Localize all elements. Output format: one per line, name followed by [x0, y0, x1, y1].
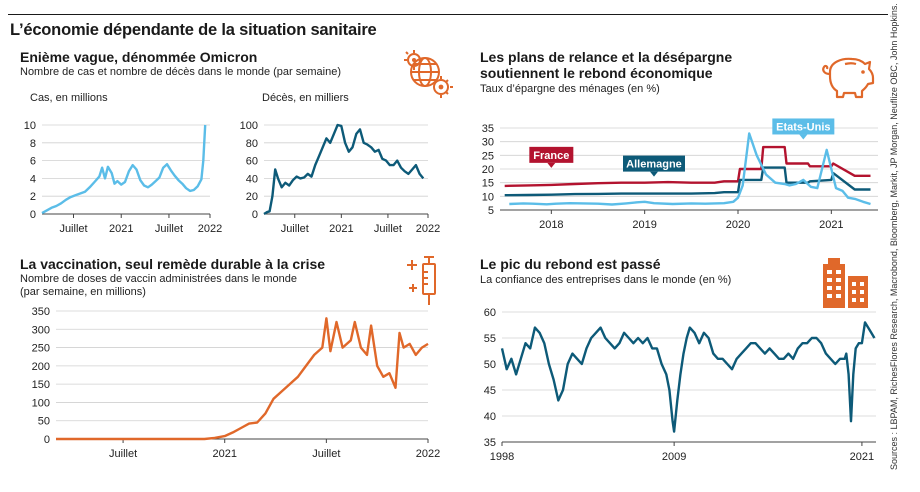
deaths-xtick-label: Juillet [374, 223, 402, 235]
deaths-ytick-label: 40 [246, 173, 258, 185]
savings-legend-entry: Allemagne [626, 159, 682, 171]
deaths-xtick-label: 2021 [329, 223, 353, 235]
cases-ytick-label: 4 [30, 173, 36, 185]
vaccine-syringe-icon [407, 256, 436, 305]
cases-xtick-label: 2021 [109, 223, 133, 235]
vaccination-ytick-label: 300 [32, 324, 50, 336]
cases-xtick-label: Juillet [59, 223, 87, 235]
cases-series-line [41, 124, 207, 215]
cases-ytick-label: 6 [30, 156, 36, 168]
cases-ytick-label: 10 [24, 120, 36, 132]
cases-ytick-label: 2 [30, 191, 36, 203]
vaccination-ytick-label: 200 [32, 361, 50, 373]
cases-ytick-label: 0 [30, 209, 36, 221]
deaths-xtick-label: 2022 [416, 223, 440, 235]
savings-ytick-label: 15 [482, 178, 494, 190]
vaccination-xtick-label: Juillet [312, 448, 340, 460]
savings-label-pointer [799, 134, 808, 140]
vaccination-ytick-label: 50 [38, 416, 50, 428]
omicron-subtitle: Nombre de cas et nombre de décès dans le… [20, 66, 342, 78]
vaccination-xtick-label: Juillet [109, 448, 137, 460]
deaths-xtick-label: Juillet [281, 223, 309, 235]
vaccination-ytick-label: 350 [32, 306, 50, 318]
deaths-ytick-label: 0 [252, 209, 258, 221]
confidence-xtick-label: 1998 [490, 451, 514, 463]
confidence-title: Le pic du rebond est passé [480, 256, 661, 272]
confidence-subtitle: La confiance des entreprises dans le mon… [480, 274, 732, 286]
vaccination-ytick-label: 100 [32, 397, 50, 409]
confidence-ytick-label: 45 [484, 385, 496, 397]
cases-xtick-label: 2022 [198, 223, 222, 235]
savings-label-pointer [650, 171, 658, 177]
savings-ytick-label: 35 [482, 123, 494, 135]
savings-series-line-etats-unis [509, 132, 871, 206]
vaccination-ytick-label: 0 [44, 434, 50, 446]
savings-title-line1: Les plans de relance et la désépargne [480, 49, 733, 65]
vaccination-series-line [56, 317, 429, 441]
vaccination-xtick-label: 2021 [212, 448, 236, 460]
deaths-ytick-label: 20 [246, 191, 258, 203]
savings-ytick-label: 20 [482, 164, 494, 176]
confidence-ytick-label: 60 [484, 307, 496, 319]
savings-xtick-label: 2021 [819, 219, 843, 231]
savings-label-france: France [529, 146, 574, 168]
savings-subtitle: Taux d’épargne des ménages (en %) [480, 83, 660, 95]
vaccination-subtitle-line1: Nombre de doses de vaccin administrées d… [20, 273, 297, 285]
confidence-xtick-label: 2009 [662, 451, 686, 463]
cases-xtick-label: Juillet [155, 223, 183, 235]
savings-label-pointer [547, 162, 556, 168]
confidence-ytick-label: 35 [484, 437, 496, 449]
vaccination-axes: 0 50 100 150 200 250 300 350 Juillet 2021 Juillet 2… [32, 306, 441, 460]
savings-ytick-label: 5 [488, 205, 494, 217]
buildings-icon [823, 258, 868, 308]
savings-series-line-france [504, 145, 871, 188]
savings-ytick-label: 30 [482, 137, 494, 149]
cases-axes: 0 2 4 6 8 10 Juillet 2021 Juillet 2022 Cas, en mil… [24, 92, 222, 235]
savings-legend-entry: Etats-Unis [776, 121, 830, 133]
confidence-series-line [500, 321, 876, 433]
vaccination-ytick-label: 150 [32, 379, 50, 391]
cases-ytick-label: 8 [30, 138, 36, 150]
savings-label-box [623, 155, 685, 172]
savings-title-line2: soutiennent le rebond économique [480, 65, 713, 81]
savings-label-box [772, 118, 835, 135]
savings-xtick-label: 2020 [726, 219, 750, 231]
deaths-ytick-label: 80 [246, 138, 258, 150]
savings-ytick-label: 25 [482, 150, 494, 162]
sources-note: Sources : LBPAM, RichesFlores Research, … [889, 3, 899, 470]
top-rule [8, 14, 888, 15]
savings-label-etats-unis: Etats-Unis [772, 118, 835, 140]
savings-label-box [529, 146, 574, 163]
confidence-ytick-label: 50 [484, 359, 496, 371]
deaths-series-line [263, 123, 425, 216]
deaths-ytick-label: 100 [240, 120, 258, 132]
savings-series-line-allemagne [504, 166, 871, 197]
confidence-ytick-label: 55 [484, 333, 496, 345]
globe-virus-icon [404, 50, 453, 98]
deaths-axes: 0 20 40 60 80 100 Juillet 2021 Juillet 2022 Décès,… [240, 92, 441, 235]
savings-label-allemagne: Allemagne [623, 155, 685, 177]
omicron-title: Enième vague, dénommée Omicron [20, 49, 258, 65]
confidence-ytick-label: 40 [484, 411, 496, 423]
deaths-ytick-label: 60 [246, 156, 258, 168]
vaccination-ytick-label: 250 [32, 343, 50, 355]
cases-ylabel: Cas, en millions [30, 92, 108, 104]
vaccination-subtitle-line2: (par semaine, en millions) [20, 286, 146, 298]
savings-xtick-label: 2019 [632, 219, 656, 231]
savings-legend-entry: France [533, 150, 569, 162]
confidence-xtick-label: 2021 [850, 451, 874, 463]
confidence-axes: 35 40 45 50 55 60 1998 2009 2021 [484, 307, 876, 463]
savings-xtick-label: 2018 [539, 219, 563, 231]
page-headline: L’économie dépendante de la situation sa… [10, 21, 377, 39]
vaccination-title: La vaccination, seul remède durable à la… [20, 256, 326, 272]
deaths-ylabel: Décès, en milliers [262, 92, 349, 104]
vaccination-xtick-label: 2022 [416, 448, 440, 460]
savings-ytick-label: 10 [482, 191, 494, 203]
piggy-bank-icon [822, 57, 875, 99]
